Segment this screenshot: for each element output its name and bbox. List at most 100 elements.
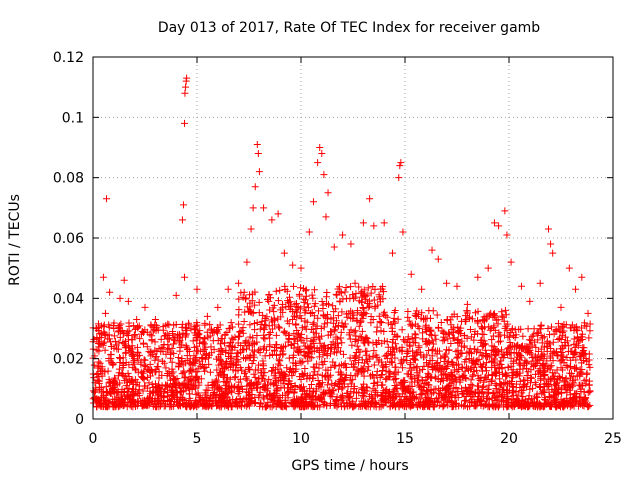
roti-point-cloud	[448, 389, 456, 397]
roti-point-cloud	[410, 363, 418, 371]
roti-point	[316, 144, 324, 151]
roti-point-cloud	[517, 352, 525, 360]
roti-point-cloud	[374, 301, 382, 309]
roti-point-cloud	[190, 323, 198, 331]
x-tick-label: 5	[193, 431, 202, 447]
roti-point	[268, 216, 276, 224]
roti-point-cloud	[468, 350, 476, 358]
roti-point-cloud	[399, 336, 407, 344]
roti-point-cloud	[300, 397, 308, 405]
roti-point-cloud	[112, 401, 120, 409]
roti-point-cloud	[512, 380, 520, 388]
roti-point-cloud	[344, 389, 352, 397]
roti-point-cloud	[169, 327, 177, 335]
roti-point-cloud	[256, 325, 264, 333]
roti-point-cloud	[315, 364, 323, 372]
roti-point-cloud	[450, 378, 458, 386]
roti-point	[565, 264, 573, 272]
roti-point-cloud	[572, 340, 580, 348]
roti-point-cloud	[236, 375, 244, 383]
roti-point-cloud	[360, 286, 368, 294]
roti-point-cloud	[144, 398, 152, 406]
roti-point-cloud	[159, 357, 167, 365]
roti-point-cloud	[433, 311, 441, 319]
roti-point	[110, 325, 118, 332]
roti-point-cloud	[496, 360, 504, 368]
roti-point-cloud	[445, 329, 453, 337]
y-tick-label: 0	[75, 412, 84, 428]
roti-point-cloud	[335, 362, 343, 370]
roti-point-cloud	[487, 378, 495, 386]
roti-point-cloud	[556, 401, 564, 409]
roti-point-cloud	[583, 357, 591, 365]
roti-point-cloud	[90, 393, 98, 401]
roti-point-cloud	[376, 373, 384, 381]
roti-point-cloud	[308, 291, 316, 299]
roti-point-cloud	[140, 374, 148, 382]
roti-point-cloud	[406, 371, 414, 379]
roti-point-cloud	[206, 321, 214, 329]
roti-point-cloud	[345, 309, 353, 317]
roti-point-cloud	[246, 398, 254, 406]
roti-point-cloud	[245, 365, 253, 373]
roti-point-cloud	[532, 343, 540, 351]
roti-point	[181, 89, 189, 97]
roti-point-cloud	[364, 338, 372, 346]
roti-point-cloud	[93, 371, 101, 379]
roti-point-cloud	[259, 365, 267, 373]
roti-point-cloud	[558, 373, 566, 381]
roti-point-cloud	[483, 394, 491, 402]
roti-point-cloud	[567, 347, 575, 355]
roti-point-cloud	[533, 394, 541, 402]
roti-point	[181, 273, 189, 281]
roti-point-cloud	[490, 343, 498, 351]
roti-point-cloud	[384, 343, 392, 351]
roti-point-cloud	[554, 336, 562, 344]
roti-point-cloud	[581, 322, 589, 330]
roti-point	[463, 300, 471, 308]
roti-point-cloud	[548, 374, 556, 382]
roti-point-cloud	[450, 334, 458, 342]
roti-point-cloud	[503, 327, 511, 335]
roti-point-cloud	[247, 379, 255, 387]
roti-point-cloud	[225, 342, 233, 350]
roti-point-cloud	[100, 322, 108, 330]
roti-point-cloud	[163, 372, 171, 380]
roti-point-cloud	[270, 346, 278, 354]
roti-point-cloud	[315, 307, 322, 315]
roti-point-cloud	[130, 322, 138, 330]
roti-point-cloud	[175, 362, 183, 370]
roti-point-cloud	[492, 394, 500, 402]
roti-point-cloud	[582, 394, 590, 402]
roti-point-cloud	[143, 366, 151, 374]
roti-point-cloud	[299, 358, 307, 366]
roti-point-cloud	[335, 368, 343, 376]
roti-point-cloud	[268, 325, 276, 333]
roti-point-cloud	[324, 314, 332, 322]
roti-point-cloud	[275, 323, 283, 331]
roti-point-cloud	[221, 339, 229, 347]
roti-point-cloud	[572, 356, 580, 364]
roti-point-cloud	[317, 325, 325, 333]
roti-point-cloud	[526, 398, 534, 406]
roti-point-cloud	[432, 335, 440, 343]
roti-point-cloud	[217, 346, 225, 354]
roti-point-cloud	[424, 388, 432, 396]
roti-point-cloud	[136, 335, 144, 343]
roti-point-cloud	[220, 394, 228, 402]
roti-point-cloud	[282, 342, 290, 350]
roti-point-cloud	[274, 394, 282, 402]
roti-point-cloud	[382, 375, 390, 383]
roti-point-cloud	[509, 369, 517, 377]
roti-point-cloud	[216, 355, 224, 363]
roti-point	[274, 210, 282, 218]
roti-point-cloud	[399, 364, 407, 372]
roti-point-cloud	[256, 388, 264, 396]
roti-point-cloud	[172, 388, 180, 396]
roti-point-cloud	[272, 389, 280, 397]
roti-point-cloud	[496, 375, 504, 383]
roti-point-cloud	[541, 396, 549, 404]
roti-point-cloud	[481, 346, 489, 354]
roti-point-cloud	[115, 339, 123, 347]
roti-point-cloud	[367, 372, 375, 380]
